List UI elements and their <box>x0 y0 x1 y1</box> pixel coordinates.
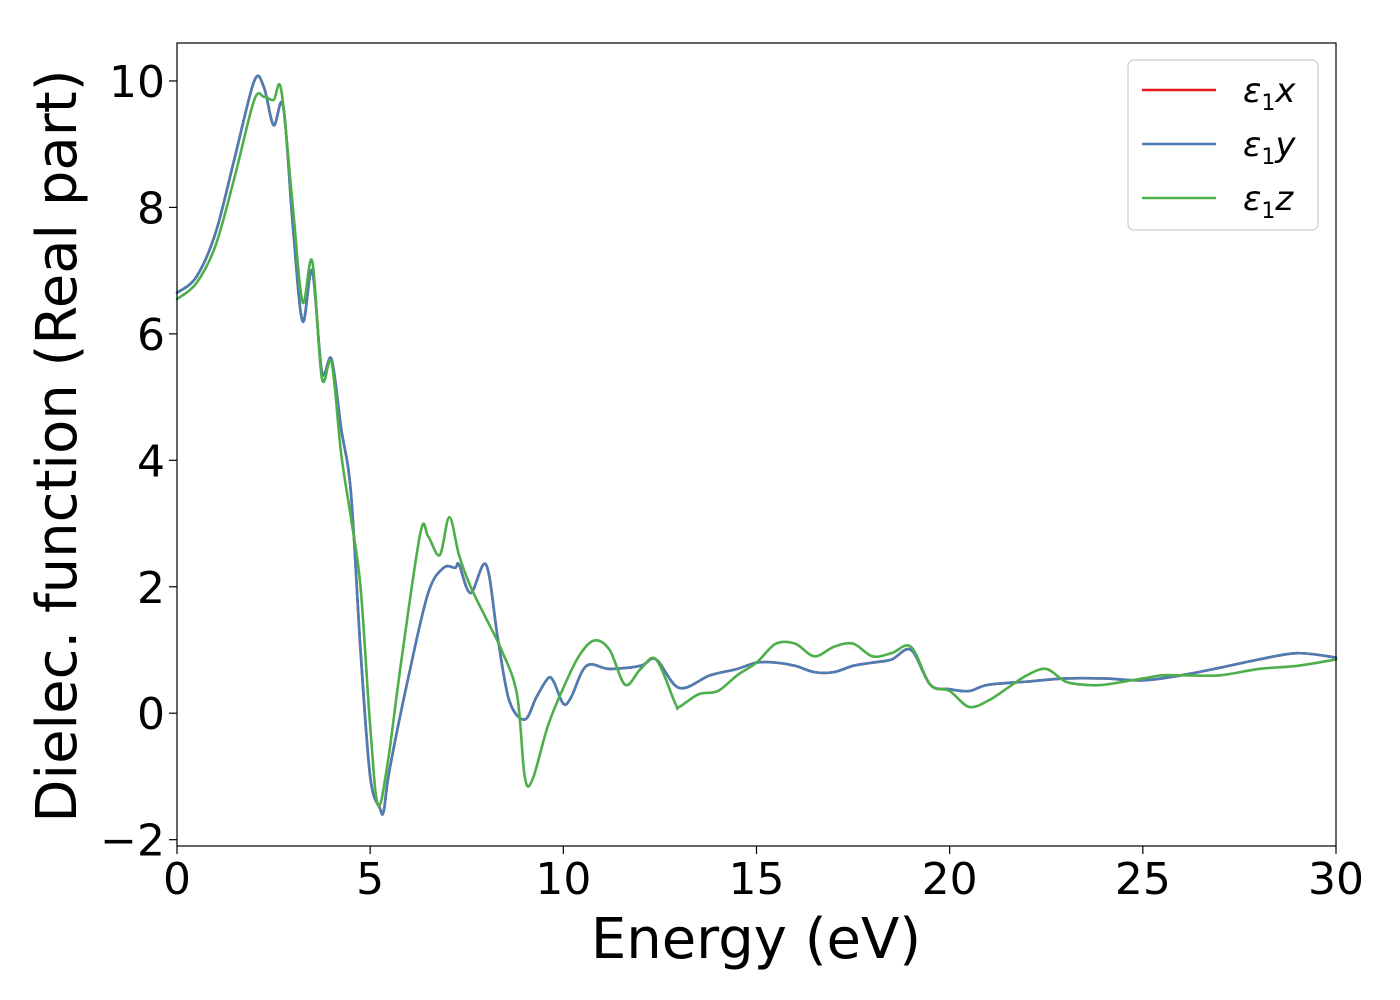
x-tick-label: 5 <box>356 854 384 905</box>
y-tick-label: −2 <box>100 816 165 867</box>
legend-entries: ε1x ε1y ε1z <box>1142 71 1296 224</box>
x-tick-label: 0 <box>163 854 191 905</box>
legend-label-y: ε1y <box>1243 125 1296 170</box>
legend-label-z: ε1z <box>1243 179 1294 224</box>
series-line-z <box>175 82 1338 808</box>
y-tick-label: 4 <box>137 436 165 487</box>
y-axis-ticks: −2 0 2 4 6 8 10 <box>100 57 177 867</box>
x-tick-label: 15 <box>729 854 785 905</box>
legend: ε1x ε1y ε1z <box>1127 59 1319 231</box>
x-axis-title: Energy (eV) <box>591 907 921 972</box>
y-tick-label: 6 <box>137 310 165 361</box>
legend-box <box>1127 59 1319 231</box>
y-tick-label: 8 <box>137 183 165 234</box>
x-tick-label: 25 <box>1115 854 1171 905</box>
x-tick-label: 20 <box>922 854 978 905</box>
y-tick-label: 10 <box>109 57 165 108</box>
y-tick-label: 2 <box>137 563 165 614</box>
y-tick-label: 0 <box>137 689 165 740</box>
x-tick-label: 30 <box>1308 854 1364 905</box>
legend-label-x: ε1x <box>1243 71 1296 116</box>
x-axis-ticks: 0 5 10 15 20 25 30 <box>163 846 1364 905</box>
y-axis-title: Dielec. function (Real part) <box>25 69 90 822</box>
x-tick-label: 10 <box>535 854 591 905</box>
series-layer <box>175 74 1338 816</box>
